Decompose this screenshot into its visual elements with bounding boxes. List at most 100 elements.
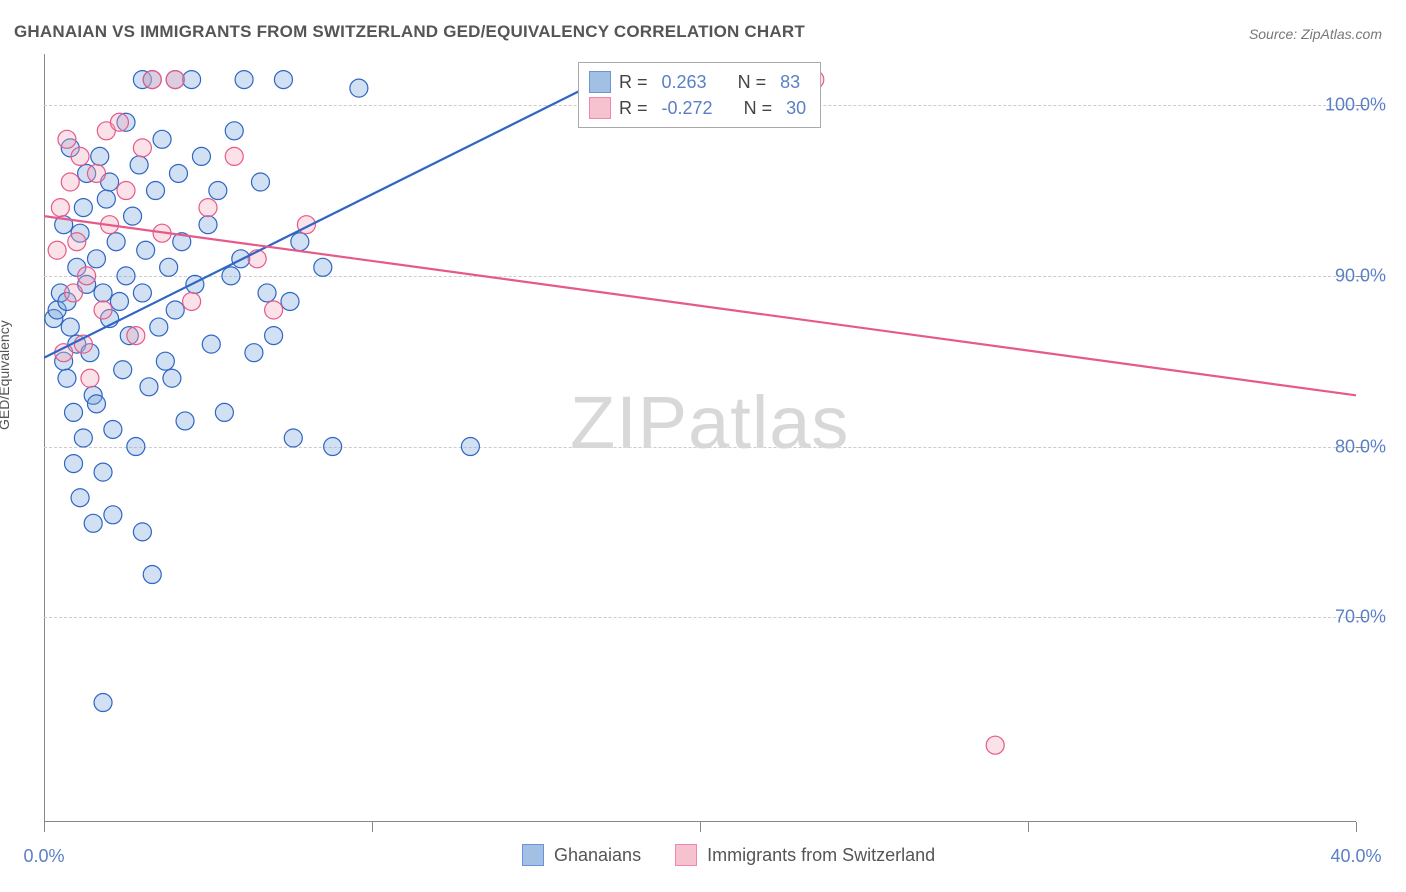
scatter-point bbox=[209, 182, 227, 200]
scatter-point bbox=[61, 173, 79, 191]
scatter-point bbox=[91, 147, 109, 165]
scatter-point bbox=[199, 216, 217, 234]
scatter-point bbox=[225, 147, 243, 165]
scatter-point bbox=[58, 130, 76, 148]
scatter-point bbox=[183, 292, 201, 310]
scatter-point bbox=[986, 736, 1004, 754]
scatter-point bbox=[143, 71, 161, 89]
legend-r-label: R = bbox=[619, 69, 648, 95]
stat-legend-row: R =-0.272 N =30 bbox=[589, 95, 806, 121]
legend-r-value: 0.263 bbox=[656, 69, 707, 95]
legend-n-label: N = bbox=[738, 69, 767, 95]
scatter-point bbox=[169, 164, 187, 182]
scatter-point bbox=[265, 327, 283, 345]
scatter-point bbox=[166, 301, 184, 319]
legend-r-label: R = bbox=[619, 95, 648, 121]
scatter-point bbox=[284, 429, 302, 447]
scatter-point bbox=[94, 463, 112, 481]
trend-line bbox=[44, 216, 1356, 395]
scatter-point bbox=[55, 344, 73, 362]
scatter-point bbox=[74, 199, 92, 217]
scatter-point bbox=[97, 190, 115, 208]
bottom-legend: Ghanaians Immigrants from Switzerland bbox=[522, 844, 959, 866]
scatter-point bbox=[176, 412, 194, 430]
chart-container: GHANAIAN VS IMMIGRANTS FROM SWITZERLAND … bbox=[0, 0, 1406, 892]
scatter-point bbox=[110, 113, 128, 131]
legend-swatch bbox=[589, 71, 611, 93]
scatter-point bbox=[65, 284, 83, 302]
scatter-point bbox=[51, 199, 69, 217]
legend-series-label: Immigrants from Switzerland bbox=[707, 845, 935, 866]
x-tick bbox=[1356, 822, 1357, 832]
scatter-point bbox=[265, 301, 283, 319]
scatter-point bbox=[153, 130, 171, 148]
scatter-point bbox=[71, 147, 89, 165]
scatter-point bbox=[281, 292, 299, 310]
scatter-point bbox=[140, 378, 158, 396]
scatter-point bbox=[94, 301, 112, 319]
stat-legend-row: R = 0.263 N = 83 bbox=[589, 69, 806, 95]
scatter-point bbox=[114, 361, 132, 379]
scatter-point bbox=[235, 71, 253, 89]
scatter-point bbox=[166, 71, 184, 89]
x-tick bbox=[700, 822, 701, 832]
scatter-point bbox=[81, 369, 99, 387]
legend-swatch bbox=[522, 844, 544, 866]
scatter-point bbox=[291, 233, 309, 251]
source-label: Source: ZipAtlas.com bbox=[1249, 26, 1382, 42]
scatter-point bbox=[127, 327, 145, 345]
scatter-point bbox=[222, 267, 240, 285]
scatter-point bbox=[117, 182, 135, 200]
scatter-point bbox=[350, 79, 368, 97]
scatter-point bbox=[127, 438, 145, 456]
scatter-point bbox=[68, 233, 86, 251]
scatter-point bbox=[324, 438, 342, 456]
scatter-point bbox=[137, 241, 155, 259]
x-tick bbox=[372, 822, 373, 832]
scatter-point bbox=[87, 164, 105, 182]
chart-title: GHANAIAN VS IMMIGRANTS FROM SWITZERLAND … bbox=[14, 22, 805, 42]
scatter-point bbox=[107, 233, 125, 251]
scatter-point bbox=[104, 420, 122, 438]
scatter-point bbox=[160, 258, 178, 276]
scatter-point bbox=[274, 71, 292, 89]
scatter-point bbox=[94, 694, 112, 712]
scatter-point bbox=[94, 284, 112, 302]
scatter-point bbox=[183, 71, 201, 89]
scatter-point bbox=[117, 267, 135, 285]
scatter-point bbox=[163, 369, 181, 387]
scatter-point bbox=[124, 207, 142, 225]
scatter-point bbox=[104, 506, 122, 524]
legend-n-value: 30 bbox=[780, 95, 806, 121]
y-axis-label: GED/Equivalency bbox=[0, 320, 12, 430]
scatter-point bbox=[130, 156, 148, 174]
legend-swatch bbox=[589, 97, 611, 119]
scatter-point bbox=[147, 182, 165, 200]
scatter-point bbox=[258, 284, 276, 302]
scatter-point bbox=[87, 395, 105, 413]
scatter-point bbox=[78, 267, 96, 285]
scatter-point bbox=[65, 455, 83, 473]
scatter-point bbox=[150, 318, 168, 336]
legend-r-value: -0.272 bbox=[656, 95, 713, 121]
scatter-point bbox=[74, 429, 92, 447]
scatter-point bbox=[245, 344, 263, 362]
scatter-point bbox=[133, 523, 151, 541]
scatter-point bbox=[71, 489, 89, 507]
scatter-point bbox=[186, 275, 204, 293]
scatter-point bbox=[215, 403, 233, 421]
scatter-point bbox=[251, 173, 269, 191]
scatter-point bbox=[87, 250, 105, 268]
scatter-point bbox=[225, 122, 243, 140]
legend-n-value: 83 bbox=[774, 69, 800, 95]
plot-svg bbox=[44, 54, 1356, 822]
legend-series-label: Ghanaians bbox=[554, 845, 641, 866]
x-tick bbox=[44, 822, 45, 832]
x-tick bbox=[1028, 822, 1029, 832]
scatter-point bbox=[65, 403, 83, 421]
stat-legend: R = 0.263 N = 83R = -0.272 N = 30 bbox=[578, 62, 821, 128]
x-tick-label: 40.0% bbox=[1330, 846, 1381, 867]
scatter-point bbox=[192, 147, 210, 165]
scatter-point bbox=[133, 139, 151, 157]
scatter-point bbox=[202, 335, 220, 353]
